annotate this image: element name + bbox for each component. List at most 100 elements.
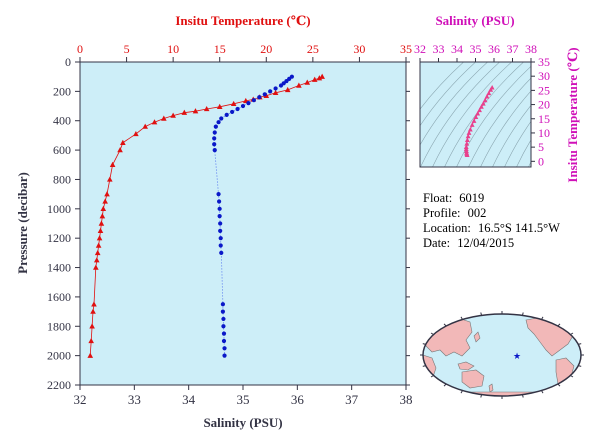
ts-point — [473, 114, 479, 119]
temperature-point — [90, 308, 96, 314]
bottom-axis-tick-label: 38 — [400, 392, 413, 407]
date-value: 12/04/2015 — [457, 236, 515, 250]
temperature-point — [94, 249, 101, 256]
temperature-point — [91, 301, 97, 307]
temperature-point — [296, 82, 302, 88]
top-axis-tick-label: 20 — [260, 42, 272, 56]
top-axis-tick-label: 15 — [214, 42, 226, 56]
map-graticule-tick — [460, 316, 463, 320]
temperature-point — [192, 108, 199, 114]
map-graticule-tick — [521, 312, 524, 316]
ts-y-tick-label: 20 — [538, 98, 550, 112]
salinity-point — [240, 103, 246, 109]
ts-point — [464, 141, 470, 146]
ts-point — [464, 152, 470, 157]
profile-label: Profile: — [423, 206, 461, 220]
ts-point — [465, 133, 471, 139]
y-axis-tick-label: 1000 — [47, 202, 71, 216]
top-axis-tick-label: 30 — [353, 42, 365, 56]
density-contour — [420, 62, 465, 110]
density-contour — [456, 65, 531, 167]
ts-point — [466, 130, 472, 135]
temperature-point — [304, 79, 311, 85]
density-contour — [516, 139, 531, 167]
y-axis-tick-label: 2000 — [47, 349, 71, 363]
temperature-point — [151, 119, 158, 125]
ts-point — [486, 90, 492, 96]
y-axis-tick-label: 1800 — [47, 319, 71, 333]
y-axis-tick-label: 1400 — [47, 261, 71, 275]
map-graticule-tick — [570, 375, 574, 378]
ts-point — [479, 104, 484, 109]
temperature-point — [319, 73, 325, 79]
ts-point — [475, 111, 481, 116]
temperature-point — [99, 213, 106, 219]
top-axis-label: Insitu Temperature (℃) — [175, 13, 310, 28]
date-info-row: Date: 12/04/2015 — [423, 236, 518, 251]
salinity-point — [278, 83, 284, 88]
salinity-point — [218, 228, 223, 233]
bottom-axis-tick-label: 37 — [345, 392, 359, 407]
ts-y-tick-label: 15 — [538, 112, 550, 126]
ts-x-tick-label: 38 — [525, 42, 537, 56]
map-graticule-tick — [443, 323, 447, 327]
ts-x-tick-label: 33 — [433, 42, 445, 56]
location-info-row: Location: 16.5°S 141.5°W — [423, 221, 564, 236]
temperature-point — [98, 220, 105, 226]
salinity-point — [212, 147, 217, 153]
salinity-point — [212, 136, 217, 141]
salinity-point — [216, 199, 222, 204]
map-graticule-tick — [422, 365, 426, 367]
ts-point — [463, 146, 469, 152]
map-graticule-tick — [570, 332, 574, 335]
salinity-point — [262, 92, 267, 97]
salinity-point — [230, 109, 235, 115]
temperature-point — [109, 161, 116, 167]
ts-y-tick-label: 35 — [538, 55, 550, 69]
ts-point — [469, 122, 475, 127]
map-graticule-tick — [541, 316, 544, 320]
salinity-point — [221, 331, 227, 336]
temperature-point — [316, 75, 323, 81]
temperature-point — [87, 352, 94, 358]
map-graticule-tick — [430, 332, 434, 335]
temperature-point — [161, 115, 167, 121]
density-contour — [480, 90, 531, 167]
ts-point — [488, 87, 494, 92]
y-axis-tick-label: 600 — [53, 143, 71, 157]
salinity-point — [221, 324, 226, 329]
density-contour — [504, 120, 531, 167]
y-axis-tick-label: 1200 — [47, 231, 71, 245]
salinity-point — [257, 95, 262, 100]
salinity-point — [273, 86, 278, 91]
map-graticule-tick — [578, 343, 582, 345]
ts-point — [482, 97, 488, 103]
map-graticule-tick — [430, 375, 434, 378]
ts-y-axis-label: Insitu Temperature (℃) — [565, 47, 580, 182]
y-axis-tick-label: 200 — [53, 84, 71, 98]
ts-point — [467, 126, 473, 132]
temperature-point — [142, 123, 148, 129]
map-graticule-tick — [460, 390, 463, 394]
salinity-point — [221, 338, 227, 344]
salinity-point — [217, 206, 222, 211]
y-axis-tick-label: 2200 — [47, 378, 71, 392]
bottom-axis-tick-label: 34 — [182, 392, 196, 407]
ts-point — [480, 101, 486, 106]
temperature-point — [102, 198, 108, 204]
ts-x-tick-label: 36 — [488, 42, 500, 56]
ts-x-tick-label: 34 — [451, 42, 463, 56]
top-axis-tick-label: 25 — [307, 42, 319, 56]
salinity-point — [219, 250, 224, 255]
map-graticule-tick — [557, 383, 561, 387]
map-graticule-tick — [480, 394, 483, 398]
density-contour — [420, 62, 489, 146]
temperature-point — [97, 227, 104, 234]
ts-y-tick-label: 30 — [538, 69, 550, 83]
salinity-point — [216, 120, 221, 125]
profile-plot-frame — [79, 61, 407, 386]
bottom-axis-tick-label: 33 — [128, 392, 141, 407]
salinity-point — [220, 309, 225, 314]
salinity-point — [224, 112, 229, 117]
